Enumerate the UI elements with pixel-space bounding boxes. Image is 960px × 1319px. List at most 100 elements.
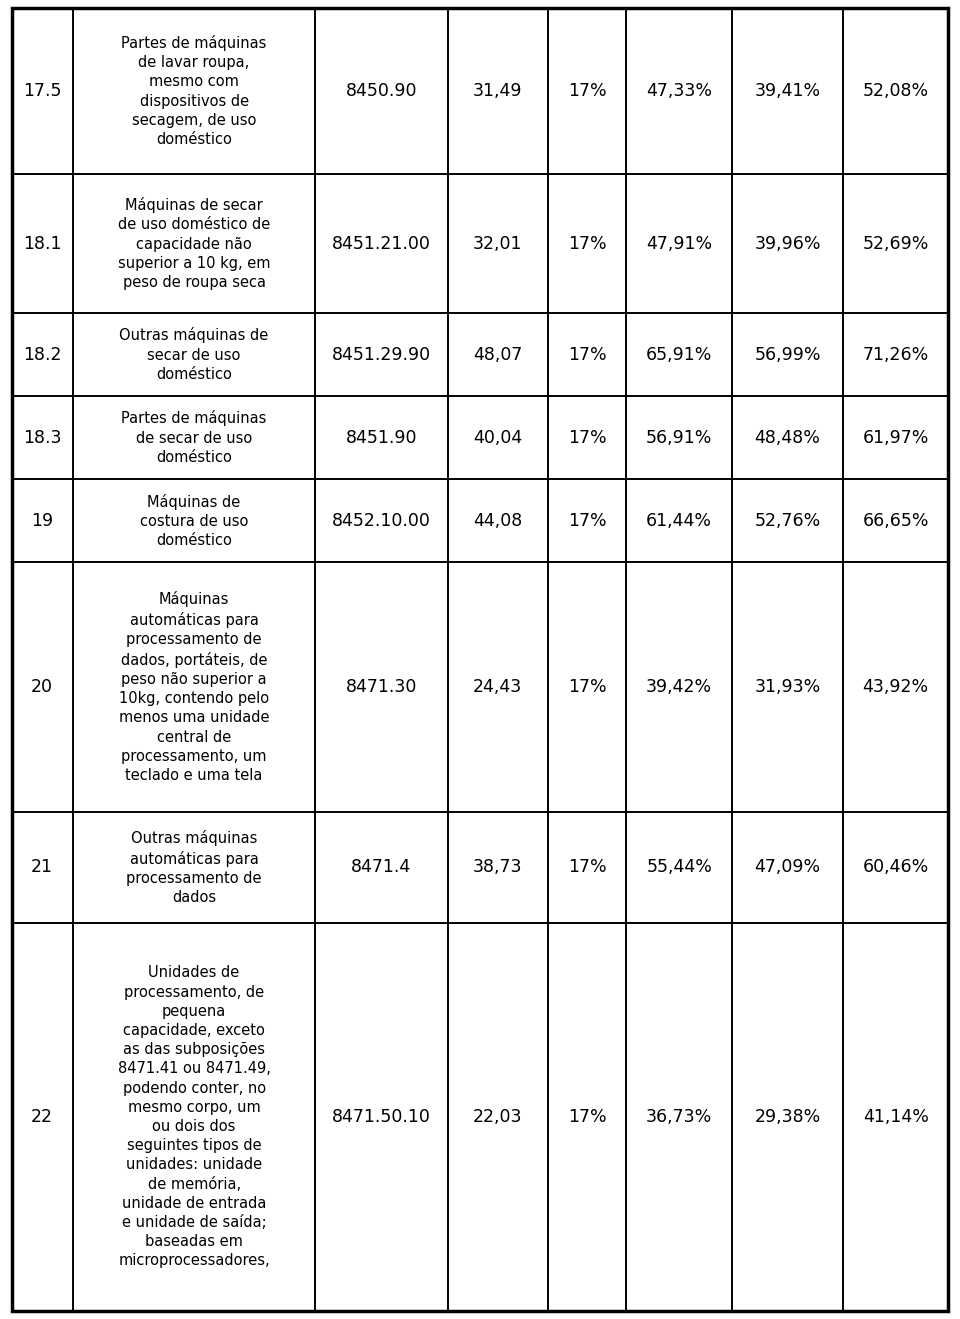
Text: 17%: 17%: [568, 235, 607, 253]
Text: 52,08%: 52,08%: [863, 82, 928, 100]
Text: 18.1: 18.1: [23, 235, 61, 253]
Text: 44,08: 44,08: [473, 512, 522, 530]
Text: 56,99%: 56,99%: [755, 346, 821, 364]
Text: 71,26%: 71,26%: [863, 346, 929, 364]
Bar: [315, 562, 447, 813]
Bar: [447, 813, 548, 923]
Bar: [548, 562, 627, 813]
Bar: [627, 562, 732, 813]
Bar: [315, 313, 447, 396]
Text: Máquinas
automáticas para
processamento de
dados, portáteis, de
peso não superio: Máquinas automáticas para processamento …: [119, 591, 270, 783]
Bar: [843, 923, 948, 1311]
Text: 32,01: 32,01: [473, 235, 522, 253]
Text: 47,91%: 47,91%: [646, 235, 712, 253]
Bar: [73, 396, 315, 479]
Text: 48,48%: 48,48%: [755, 429, 821, 447]
Text: 47,33%: 47,33%: [646, 82, 712, 100]
Text: 39,96%: 39,96%: [755, 235, 821, 253]
Text: Partes de máquinas
de lavar roupa,
mesmo com
dispositivos de
secagem, de uso
dom: Partes de máquinas de lavar roupa, mesmo…: [121, 36, 267, 148]
Text: 17%: 17%: [568, 82, 607, 100]
Text: 8471.4: 8471.4: [351, 859, 412, 876]
Text: 17%: 17%: [568, 859, 607, 876]
Bar: [548, 813, 627, 923]
Bar: [315, 174, 447, 313]
Bar: [73, 8, 315, 174]
Bar: [73, 813, 315, 923]
Bar: [732, 396, 843, 479]
Text: 8471.30: 8471.30: [346, 678, 418, 696]
Text: 8471.50.10: 8471.50.10: [332, 1108, 431, 1126]
Text: 8451.90: 8451.90: [346, 429, 418, 447]
Bar: [12, 174, 73, 313]
Bar: [12, 396, 73, 479]
Text: 17%: 17%: [568, 512, 607, 530]
Text: 8452.10.00: 8452.10.00: [332, 512, 431, 530]
Text: 39,41%: 39,41%: [755, 82, 821, 100]
Bar: [548, 923, 627, 1311]
Text: Unidades de
processamento, de
pequena
capacidade, exceto
as das subposições
8471: Unidades de processamento, de pequena ca…: [118, 966, 271, 1269]
Bar: [447, 562, 548, 813]
Bar: [447, 8, 548, 174]
Text: 40,04: 40,04: [473, 429, 522, 447]
Bar: [627, 8, 732, 174]
Text: 39,42%: 39,42%: [646, 678, 712, 696]
Bar: [843, 562, 948, 813]
Text: 61,44%: 61,44%: [646, 512, 712, 530]
Text: 38,73: 38,73: [473, 859, 522, 876]
Text: 19: 19: [31, 512, 53, 530]
Bar: [627, 813, 732, 923]
Text: Máquinas de secar
de uso doméstico de
capacidade não
superior a 10 kg, em
peso d: Máquinas de secar de uso doméstico de ca…: [118, 198, 271, 290]
Text: 17.5: 17.5: [23, 82, 61, 100]
Text: 47,09%: 47,09%: [755, 859, 821, 876]
Bar: [843, 8, 948, 174]
Text: 48,07: 48,07: [473, 346, 522, 364]
Text: 41,14%: 41,14%: [863, 1108, 928, 1126]
Bar: [315, 479, 447, 562]
Bar: [843, 813, 948, 923]
Bar: [447, 923, 548, 1311]
Text: 18.3: 18.3: [23, 429, 61, 447]
Bar: [732, 562, 843, 813]
Bar: [732, 813, 843, 923]
Bar: [843, 313, 948, 396]
Bar: [627, 923, 732, 1311]
Bar: [12, 923, 73, 1311]
Bar: [12, 562, 73, 813]
Bar: [548, 313, 627, 396]
Bar: [548, 396, 627, 479]
Text: 29,38%: 29,38%: [755, 1108, 821, 1126]
Bar: [12, 813, 73, 923]
Bar: [315, 813, 447, 923]
Bar: [627, 396, 732, 479]
Bar: [548, 174, 627, 313]
Text: 65,91%: 65,91%: [646, 346, 712, 364]
Text: 20: 20: [32, 678, 53, 696]
Bar: [73, 923, 315, 1311]
Bar: [627, 479, 732, 562]
Text: 43,92%: 43,92%: [863, 678, 928, 696]
Text: 8451.21.00: 8451.21.00: [332, 235, 431, 253]
Bar: [627, 313, 732, 396]
Bar: [843, 174, 948, 313]
Text: 18.2: 18.2: [23, 346, 61, 364]
Bar: [315, 396, 447, 479]
Text: 8450.90: 8450.90: [346, 82, 418, 100]
Text: 56,91%: 56,91%: [646, 429, 712, 447]
Text: 17%: 17%: [568, 1108, 607, 1126]
Text: Outras máquinas de
secar de uso
doméstico: Outras máquinas de secar de uso doméstic…: [119, 327, 269, 381]
Bar: [732, 923, 843, 1311]
Bar: [732, 174, 843, 313]
Bar: [73, 562, 315, 813]
Text: 36,73%: 36,73%: [646, 1108, 712, 1126]
Bar: [732, 313, 843, 396]
Bar: [627, 174, 732, 313]
Bar: [843, 396, 948, 479]
Text: Partes de máquinas
de secar de uso
doméstico: Partes de máquinas de secar de uso domés…: [121, 410, 267, 464]
Bar: [447, 396, 548, 479]
Text: 52,69%: 52,69%: [862, 235, 929, 253]
Bar: [73, 313, 315, 396]
Bar: [73, 174, 315, 313]
Text: 8451.29.90: 8451.29.90: [332, 346, 431, 364]
Bar: [315, 923, 447, 1311]
Text: 52,76%: 52,76%: [755, 512, 821, 530]
